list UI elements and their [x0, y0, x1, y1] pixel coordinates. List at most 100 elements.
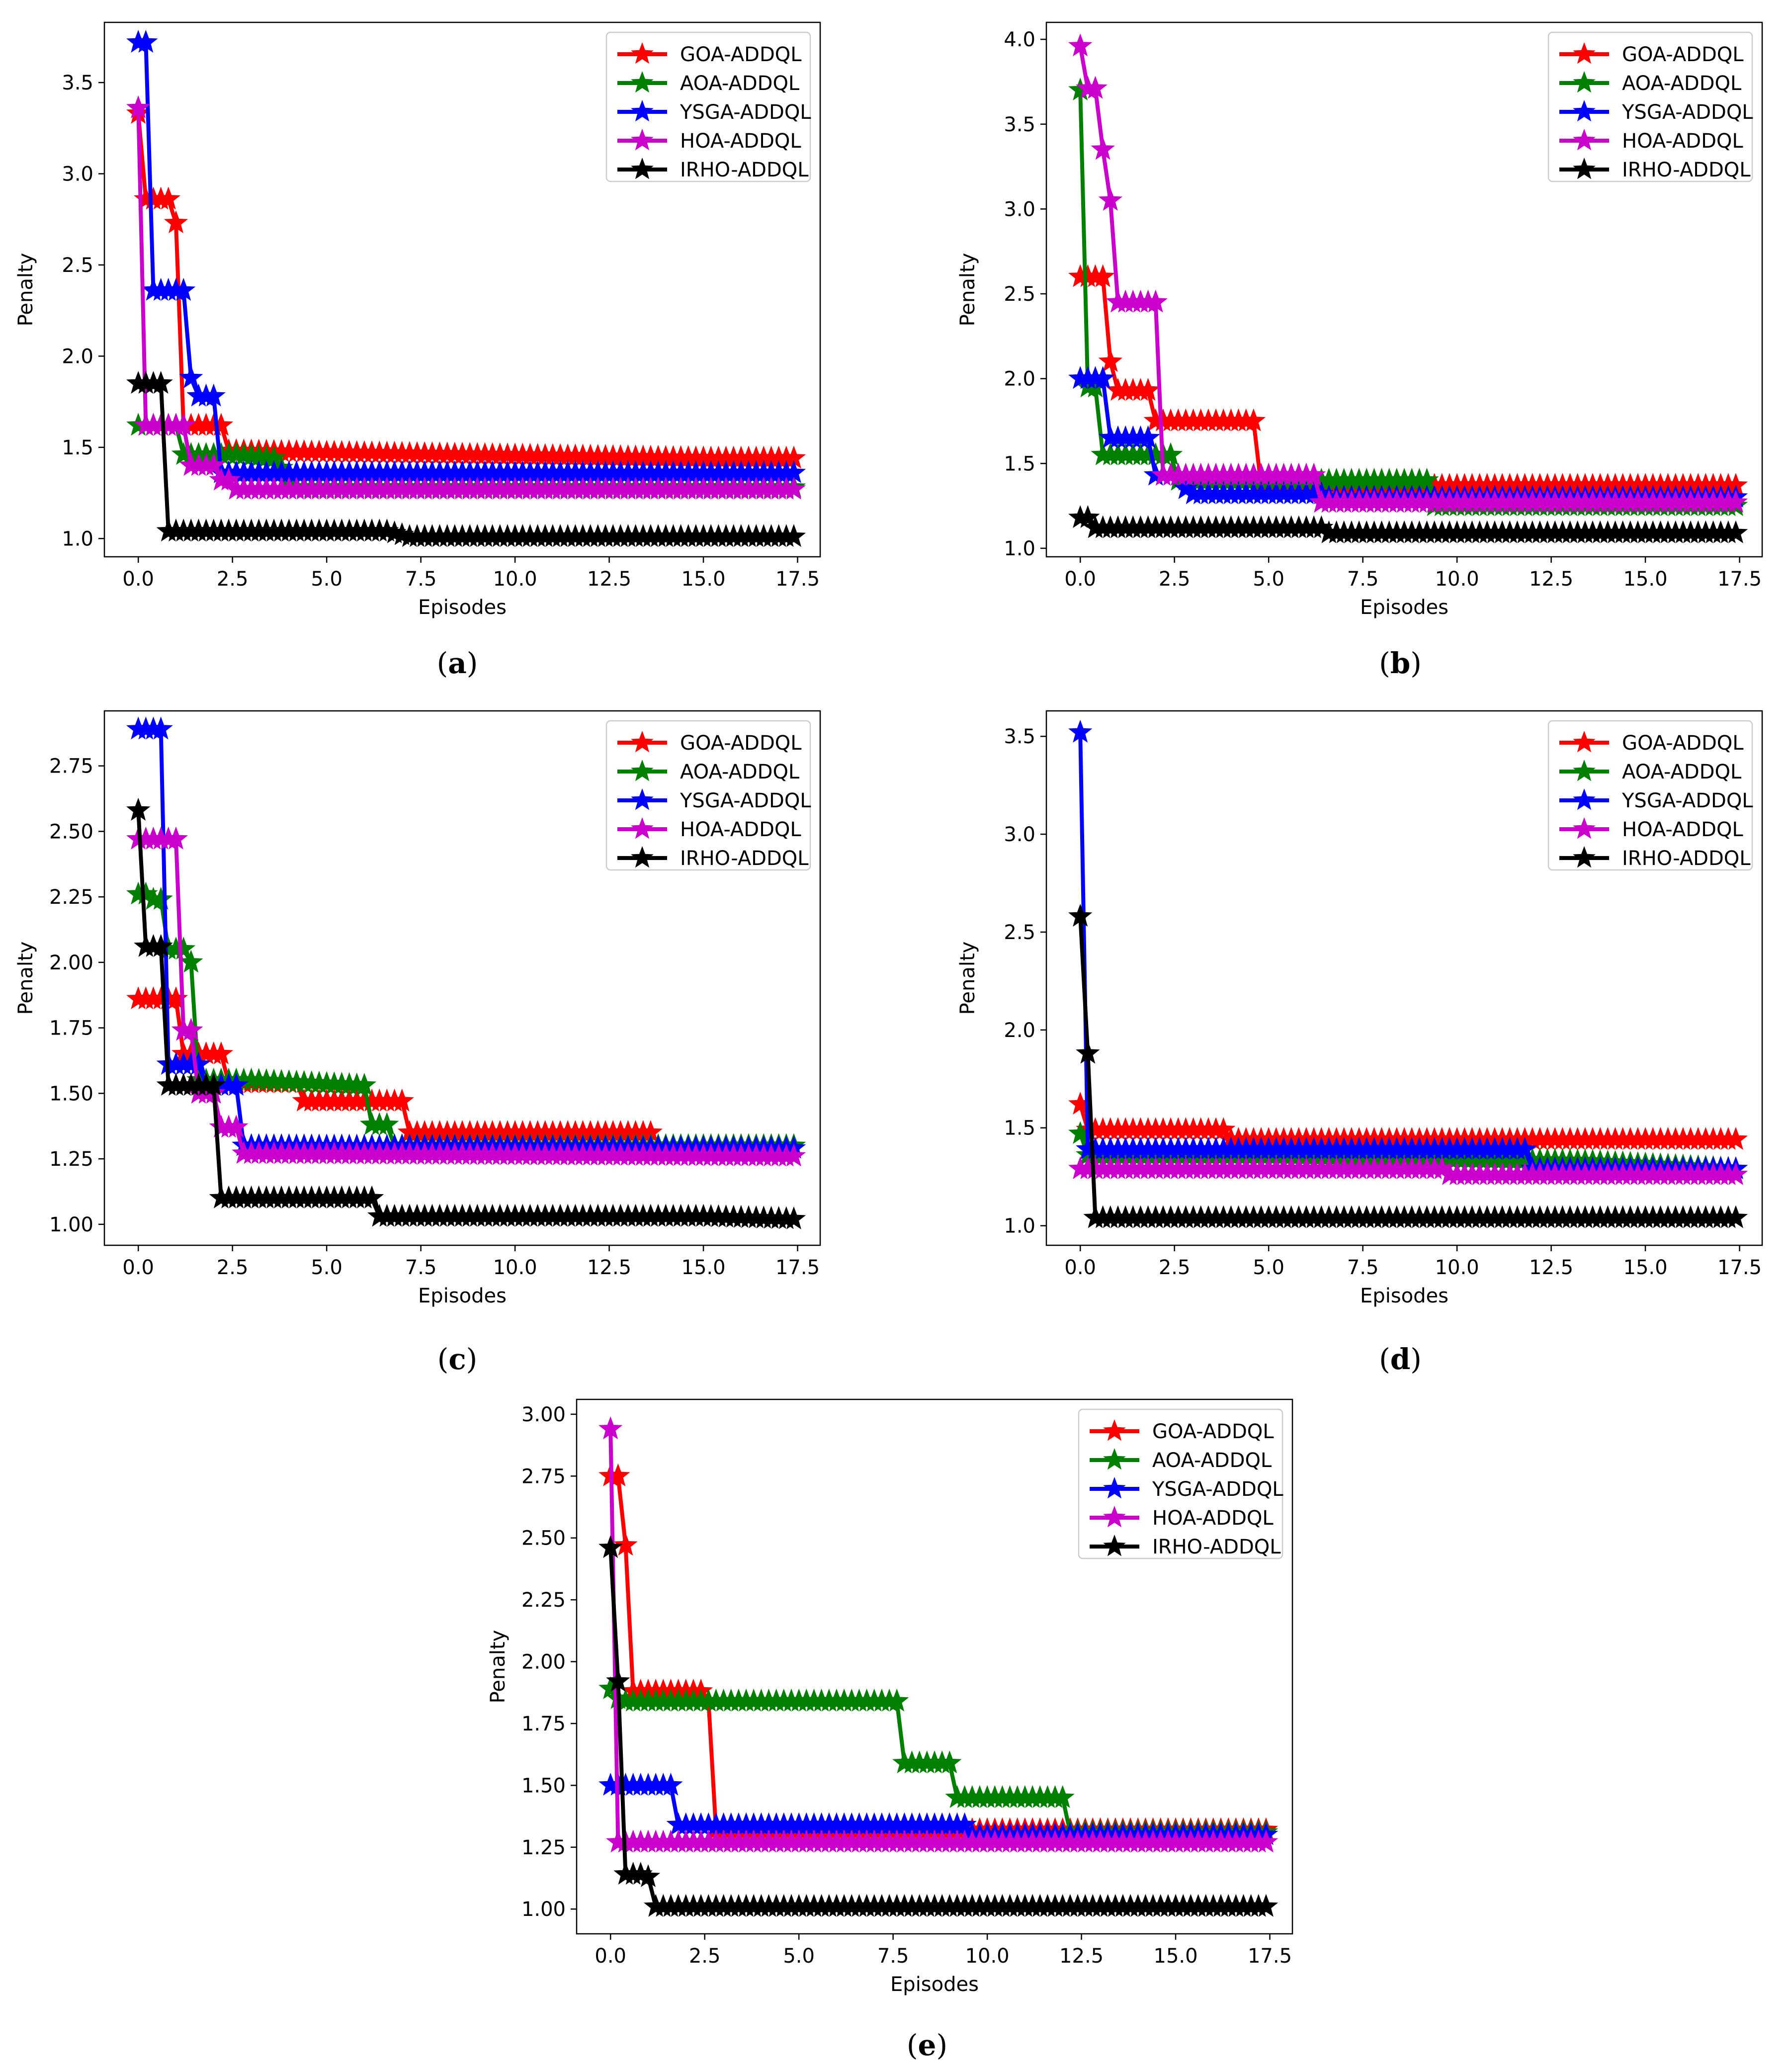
legend-box	[605, 31, 811, 182]
chart-panel-b: 0.0 2.5 5.0 7.5 10.0 12.5 15.0 17.5 1.0 1.5 2.0 2.5…	[947, 5, 1792, 651]
x-tick-label: 7.5	[1347, 568, 1379, 591]
data-point	[209, 1041, 234, 1064]
x-tick-label: 10.0	[1435, 1256, 1479, 1279]
data-point	[149, 934, 173, 957]
legend-label: IRHO-ADDQL	[1622, 847, 1751, 870]
data-point	[164, 826, 188, 850]
data-point	[1068, 904, 1093, 927]
chart-panel-e: 0.0 2.5 5.0 7.5 10.0 12.5 15.0 17.5 1.00 1.25 1.50…	[477, 1382, 1322, 2028]
y-tick-label: 2.0	[62, 345, 93, 368]
data-point	[375, 1112, 399, 1135]
y-tick-label: 2.0	[1004, 368, 1035, 391]
x-tick-label: 2.5	[217, 1256, 249, 1279]
x-tick-label: 17.5	[1717, 568, 1762, 591]
x-axis-label: Episodes	[1360, 596, 1449, 619]
x-axis-label: Episodes	[418, 596, 507, 619]
data-point	[1723, 1205, 1748, 1228]
data-point	[781, 476, 806, 500]
legend-label: GOA-ADDQL	[680, 732, 802, 755]
y-tick-label: 3.5	[1004, 725, 1035, 748]
data-point	[149, 371, 173, 394]
x-tick-label: 15.0	[1623, 568, 1668, 591]
legend-marker	[1573, 760, 1596, 781]
data-point	[1098, 187, 1123, 211]
y-tick-label: 1.50	[521, 1774, 566, 1797]
data-point	[149, 886, 173, 910]
x-tick-label: 0.0	[122, 1256, 154, 1279]
legend-marker	[631, 731, 654, 753]
data-point	[1301, 462, 1326, 486]
x-tick-label: 17.5	[775, 1256, 820, 1279]
data-point	[1068, 719, 1093, 743]
x-tick-label: 0.0	[122, 568, 154, 591]
y-tick-label: 1.5	[1004, 1117, 1035, 1140]
legend-marker	[631, 42, 654, 64]
y-tick-label: 1.00	[49, 1213, 93, 1236]
legend-marker	[1573, 788, 1596, 810]
data-point	[156, 186, 181, 210]
data-point	[164, 210, 188, 234]
legend-box	[1078, 1408, 1283, 1559]
x-tick-label: 7.5	[405, 568, 437, 591]
x-tick-label: 15.0	[682, 568, 726, 591]
x-tick-label: 17.5	[775, 568, 820, 591]
data-point	[613, 1533, 638, 1556]
chart-b: 0.0 2.5 5.0 7.5 10.0 12.5 15.0 17.5 1.0 1.5 2.0 2.5…	[956, 21, 1763, 619]
y-axis-label: Penalty	[487, 1630, 510, 1704]
y-tick-label: 2.50	[521, 1527, 566, 1550]
data-point	[171, 937, 196, 960]
legend-label: HOA-ADDQL	[1622, 818, 1743, 841]
x-tick-label: 7.5	[405, 1256, 437, 1279]
data-point	[1076, 1040, 1100, 1064]
legend-marker	[631, 846, 654, 868]
legend-label: IRHO-ADDQL	[680, 847, 809, 870]
y-tick-label: 1.00	[521, 1898, 566, 1921]
data-point	[1098, 349, 1123, 372]
x-axis-label: Episodes	[1360, 1285, 1449, 1307]
legend: GOA-ADDQL AOA-ADDQL YSGA-ADDQL HOA-ADDQL IRH…	[605, 31, 811, 182]
caption-e: (e)	[906, 2028, 948, 2062]
y-tick-label: 2.00	[49, 951, 93, 974]
legend-label: IRHO-ADDQL	[680, 159, 809, 181]
data-point	[179, 365, 203, 389]
y-axis-label: Penalty	[956, 942, 979, 1015]
data-point	[636, 1864, 661, 1888]
data-point	[1254, 1894, 1279, 1917]
y-tick-label: 1.75	[49, 1017, 93, 1040]
legend-label: AOA-ADDQL	[1152, 1449, 1272, 1472]
x-tick-label: 17.5	[1248, 1945, 1292, 1968]
legend-marker	[1573, 846, 1596, 868]
data-point	[352, 1073, 377, 1096]
legend-label: GOA-ADDQL	[1622, 43, 1744, 66]
x-tick-label: 12.5	[1529, 568, 1573, 591]
legend-label: AOA-ADDQL	[680, 761, 800, 783]
legend-label: AOA-ADDQL	[680, 72, 800, 95]
y-tick-label: 2.5	[1004, 921, 1035, 944]
legend-marker	[1573, 731, 1596, 753]
y-tick-label: 2.75	[49, 755, 93, 778]
y-tick-label: 1.0	[1004, 537, 1035, 560]
y-tick-label: 3.0	[1004, 198, 1035, 221]
x-tick-label: 5.0	[311, 568, 342, 591]
x-axis-label: Episodes	[890, 1973, 979, 1996]
y-tick-label: 3.0	[62, 163, 93, 186]
data-point	[149, 716, 173, 740]
data-point	[1513, 1136, 1537, 1160]
y-tick-label: 4.0	[1004, 28, 1035, 51]
data-point	[781, 1206, 806, 1229]
chart-panel-d: 0.0 2.5 5.0 7.5 10.0 12.5 15.0 17.5 1.0 1.5 2.0 2.5…	[947, 693, 1792, 1340]
legend-marker	[1103, 1448, 1126, 1470]
y-axis-label: Penalty	[14, 942, 37, 1015]
data-point	[1068, 33, 1093, 57]
chart-e: 0.0 2.5 5.0 7.5 10.0 12.5 15.0 17.5 1.00 1.25 1.50…	[487, 1398, 1293, 1996]
x-tick-label: 0.0	[1064, 1256, 1096, 1279]
y-tick-label: 2.75	[521, 1465, 566, 1488]
legend: GOA-ADDQL AOA-ADDQL YSGA-ADDQL HOA-ADDQL IRH…	[1547, 31, 1753, 182]
x-tick-label: 12.5	[1059, 1945, 1104, 1968]
chart-panel-a: 0.0 2.5 5.0 7.5 10.0 12.5 15.0 17.5 1.0 1.5 2.0 2.5…	[5, 5, 850, 651]
legend-marker	[1103, 1477, 1126, 1499]
data-point	[1723, 520, 1748, 543]
x-tick-label: 5.0	[783, 1945, 815, 1968]
legend-label: YSGA-ADDQL	[680, 101, 811, 124]
y-tick-label: 1.75	[521, 1713, 566, 1735]
